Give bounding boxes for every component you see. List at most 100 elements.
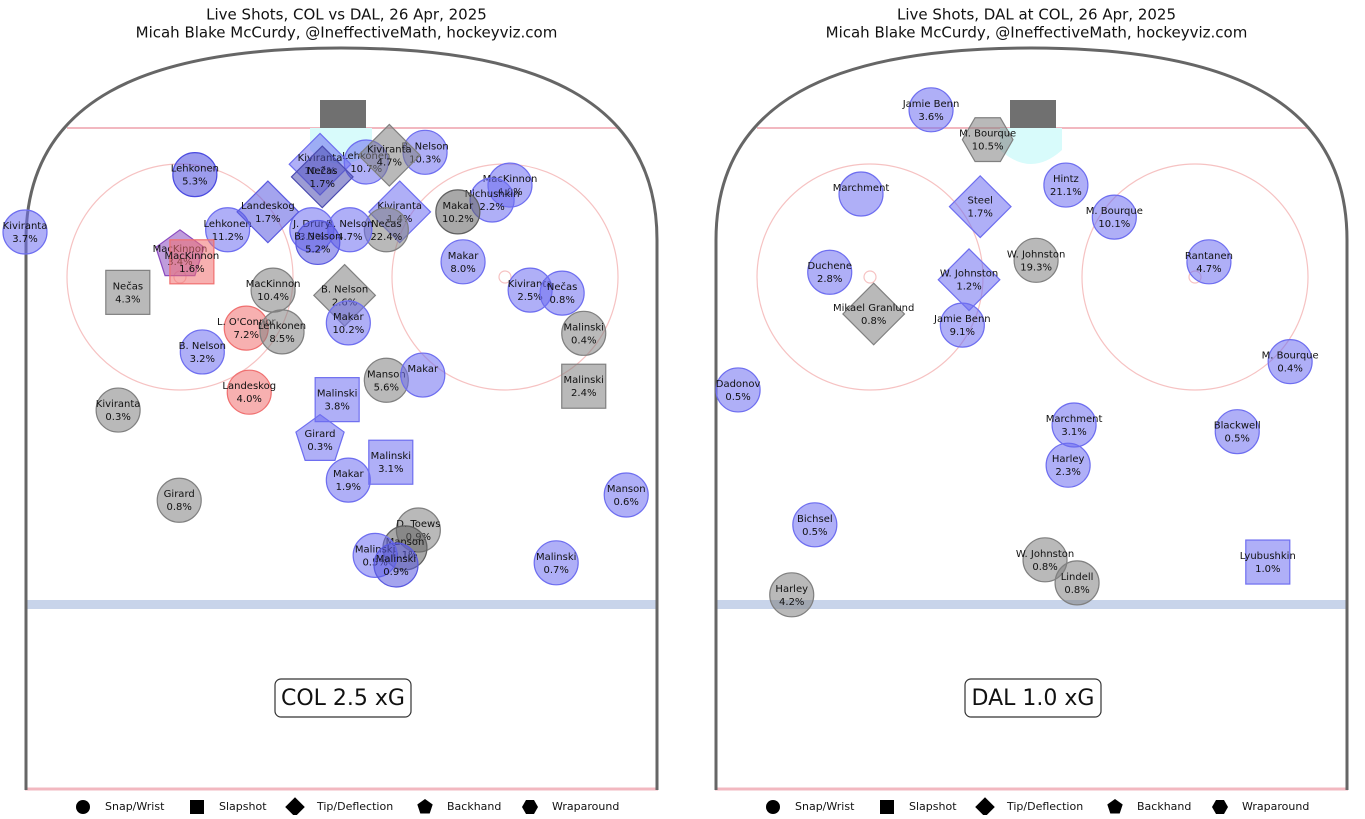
shot: Steel 1.7% (948, 175, 1012, 239)
shot-player: Lehkonen (258, 321, 306, 332)
shot-player: Jamie Benn (933, 314, 991, 325)
shot-marker (2, 209, 48, 255)
shot: Malinski 3.8% (314, 377, 360, 423)
legend-marker (190, 800, 204, 814)
shot-marker (179, 329, 225, 375)
shot-xg: 0.3% (105, 412, 130, 423)
shot: Girard 0.8% (156, 477, 202, 523)
shot-marker (961, 117, 1014, 163)
legend-label: Tip/Deflection (316, 800, 393, 813)
shot-xg: 0.8% (1032, 562, 1057, 573)
shot-player: Malinski (564, 322, 604, 333)
shot-marker (948, 175, 1012, 239)
total-box (964, 678, 1102, 718)
shot-xg: 0.4% (1277, 364, 1302, 375)
shot-marker (259, 309, 305, 355)
shot-player: Manson (367, 369, 406, 380)
shot-player: Lyubushkin (1240, 551, 1296, 562)
shot-xg: 4.7% (1196, 264, 1221, 275)
shot-player: L. O'Connor (217, 317, 276, 328)
shot-player: Lehkonen (171, 164, 219, 175)
shot-xg: 10.7% (350, 164, 382, 175)
shot: M. Bourque 10.5% (959, 117, 1016, 163)
shot-marker (325, 457, 371, 503)
shot-player: Makar (333, 469, 364, 480)
shot-xg: 1.7% (310, 179, 335, 190)
faceoff-dot (498, 270, 512, 284)
shot-xg: 0.5% (802, 527, 827, 538)
shot-player: Harley (1052, 454, 1085, 465)
shot-xg: 10.5% (972, 142, 1004, 153)
shot-xg: 3.2% (190, 354, 215, 365)
shot: Manson 0.6% (603, 472, 649, 518)
shot-player: B. Nelson (179, 341, 226, 352)
shot-xg: 11.2% (212, 232, 244, 243)
shot: B. Nelson 5.2% (294, 219, 341, 266)
shot-marker (1186, 239, 1232, 285)
shot: Marchment 3.1% (1046, 402, 1102, 448)
legend-marker (1212, 800, 1228, 814)
shot-xg: 9.1% (950, 327, 975, 338)
shot-xg: 8.0% (450, 264, 475, 275)
shot-player: Makar (443, 201, 474, 212)
shot-player: Steel (968, 196, 993, 207)
shot-xg: 10.2% (442, 214, 474, 225)
legend-label: Tip/Deflection (1006, 800, 1083, 813)
legend-marker (1107, 799, 1123, 814)
shot-xg: 3.8% (324, 402, 349, 413)
shot-xg: 4.3% (115, 294, 140, 305)
shot-xg: 0.8% (861, 316, 886, 327)
shot-player: Girard (304, 429, 335, 440)
shot-player: Malinski (355, 544, 395, 555)
shot-xg: 7.2% (234, 330, 259, 341)
panel: Live Shots, COL vs DAL, 26 Apr, 2025Mica… (2, 6, 659, 817)
blue-line (715, 600, 1348, 609)
chart-title: Live Shots, DAL at COL, 26 Apr, 2025 (897, 6, 1176, 24)
legend-label: Snap/Wrist (105, 800, 165, 813)
shot-xg: 0.9% (383, 567, 408, 578)
crease (1000, 128, 1062, 164)
shot-marker (838, 171, 884, 217)
shot-player: MacKinnon (165, 251, 220, 262)
chart-subtitle: Micah Blake McCurdy, @IneffectiveMath, h… (826, 24, 1248, 42)
shot-player: Girard (164, 489, 195, 500)
total-box (274, 678, 412, 718)
shot-xg: 0.8% (1064, 585, 1089, 596)
shot-player: W. Johnston (1016, 549, 1074, 560)
shot-player: Lindell (1061, 572, 1094, 583)
shot-player: MacKinnon (246, 279, 301, 290)
shot-marker (105, 269, 151, 315)
shot: Harley 4.2% (769, 572, 815, 618)
shot-player: Malinski (317, 389, 357, 400)
shot: Bichsel 0.5% (792, 502, 838, 548)
shot-marker (357, 123, 421, 187)
shot-xg: 0.8% (549, 295, 574, 306)
shot: Makar 10.2% (325, 300, 371, 346)
shot: Dadonov 0.5% (715, 367, 761, 413)
shot-xg: 10.4% (257, 292, 289, 303)
legend-marker (880, 800, 894, 814)
shot-player: B. Nelson (326, 219, 373, 230)
shot-player: Malinski (371, 451, 411, 462)
shot-marker (1022, 537, 1068, 583)
shot-marker (373, 542, 419, 588)
shot-marker (807, 249, 853, 295)
shot-marker (1043, 162, 1089, 208)
shot-xg: 1.6% (179, 264, 204, 275)
shot-xg: 3.1% (1061, 427, 1086, 438)
shot: M. Bourque 0.4% (1262, 339, 1319, 385)
shot: Lehkonen 11.2% (203, 207, 252, 253)
shot-player: Mikael Granlund (833, 303, 914, 314)
shot-xg: 0.5% (725, 392, 750, 403)
shot-player: Malinski (536, 552, 576, 563)
shot-player: Hintz (1053, 174, 1079, 185)
shot: L. O'Connor 7.2% (217, 305, 276, 351)
shot: Lyubushkin 1.0% (1240, 539, 1296, 585)
legend-marker (766, 800, 780, 814)
shot-player: Rantanen (1185, 251, 1233, 262)
shot-marker (1054, 560, 1100, 606)
shot-marker (172, 152, 218, 198)
shot-player: Nichushkin (465, 189, 520, 200)
shot-marker (769, 572, 815, 618)
